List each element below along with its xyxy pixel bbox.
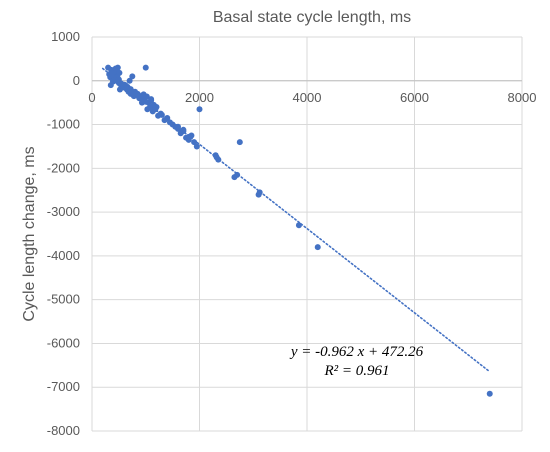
tick-labels: 1000 0 -1000 -2000 -3000 -4000 -5000 -6000 -7000… <box>47 29 537 438</box>
data-point <box>114 64 121 71</box>
x-tick-label: 8000 <box>508 90 537 105</box>
y-tick-label: -7000 <box>47 379 80 394</box>
data-point <box>132 89 138 96</box>
x-tick-label: 2000 <box>185 90 214 105</box>
data-point <box>191 139 198 146</box>
y-axis-title: Cycle length change, ms <box>21 146 38 321</box>
data-point <box>175 123 181 130</box>
data-point <box>215 156 222 163</box>
data-point <box>126 77 133 84</box>
y-tick-label: -8000 <box>47 423 80 438</box>
data-point <box>234 171 241 178</box>
data-point <box>185 133 192 140</box>
data-point <box>486 390 493 397</box>
data-point <box>180 126 187 133</box>
data-point <box>236 139 243 146</box>
trendline-equation: y = -0.962 x + 472.26 <box>289 344 424 360</box>
data-points <box>105 64 493 397</box>
data-point <box>256 189 263 196</box>
data-point <box>148 96 155 103</box>
y-tick-label: 1000 <box>51 29 80 44</box>
r-squared-label: R² = 0.961 <box>323 363 389 379</box>
y-tick-label: -4000 <box>47 248 80 263</box>
y-tick-label: -3000 <box>47 204 80 219</box>
data-point <box>108 72 115 79</box>
data-point <box>158 111 165 118</box>
y-tick-label: -2000 <box>47 160 80 175</box>
y-tick-label: -1000 <box>47 117 80 132</box>
x-tick-label: 6000 <box>400 90 429 105</box>
x-axis-title: Basal state cycle length, ms <box>213 9 411 26</box>
y-tick-label: 0 <box>73 73 80 88</box>
data-point <box>164 114 171 121</box>
x-tick-label: 0 <box>88 90 95 105</box>
data-point <box>116 69 123 76</box>
y-tick-label: -6000 <box>47 335 80 350</box>
data-point <box>193 143 200 150</box>
gridlines <box>91 36 523 432</box>
data-point <box>314 244 321 251</box>
data-point <box>142 98 149 105</box>
data-point <box>129 73 136 80</box>
data-point <box>196 106 203 113</box>
data-point <box>295 222 302 229</box>
data-point <box>152 106 159 113</box>
y-tick-label: -5000 <box>47 292 80 307</box>
x-tick-label: 4000 <box>293 90 322 105</box>
data-point <box>142 64 149 71</box>
data-point <box>147 104 154 111</box>
data-point <box>143 93 150 100</box>
data-point <box>127 86 134 93</box>
